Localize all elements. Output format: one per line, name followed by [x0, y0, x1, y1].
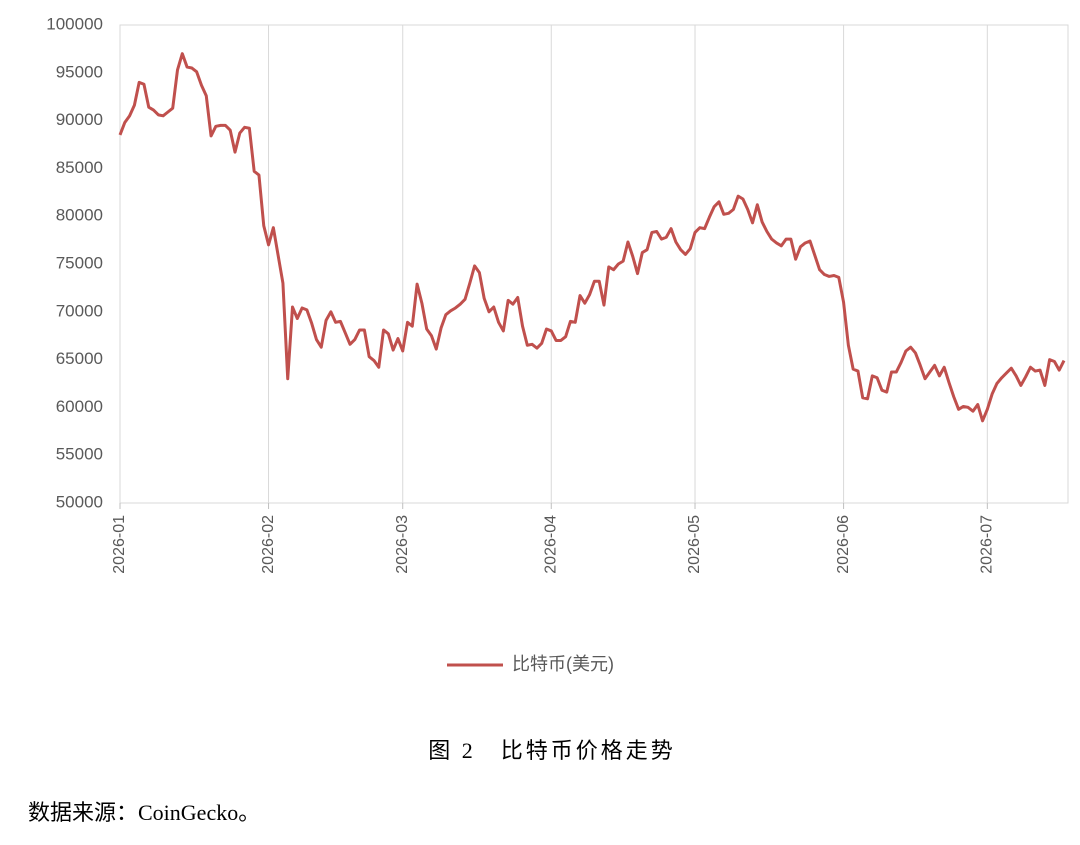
y-tick-label: 80000	[56, 206, 103, 225]
plot-frame	[119, 24, 1069, 504]
y-tick-label: 70000	[56, 301, 103, 320]
x-tick-label: 2026-03	[394, 515, 411, 574]
x-tick-label: 2026-07	[979, 515, 996, 574]
y-tick-label: 90000	[56, 110, 103, 129]
y-tick-label: 55000	[56, 445, 103, 464]
x-tick-label: 2026-06	[835, 515, 852, 574]
y-tick-label: 100000	[46, 14, 103, 33]
y-tick-label: 85000	[56, 158, 103, 177]
x-tick-label: 2026-04	[542, 515, 559, 574]
y-tick-label: 75000	[56, 253, 103, 272]
legend-label: 比特币(美元)	[512, 654, 614, 674]
figure-caption: 图 2 比特币价格走势	[428, 738, 676, 763]
x-tick-label: 2026-05	[686, 515, 703, 574]
price-line	[118, 52, 1066, 423]
y-tick-label: 60000	[56, 397, 103, 416]
source-note: 数据来源：CoinGecko。	[28, 800, 260, 825]
x-tick-label: 2026-01	[111, 515, 128, 574]
y-tick-label: 95000	[56, 62, 103, 81]
y-tick-label: 65000	[56, 349, 103, 368]
x-tick-label: 2026-02	[260, 515, 277, 574]
y-tick-label: 50000	[56, 492, 103, 511]
